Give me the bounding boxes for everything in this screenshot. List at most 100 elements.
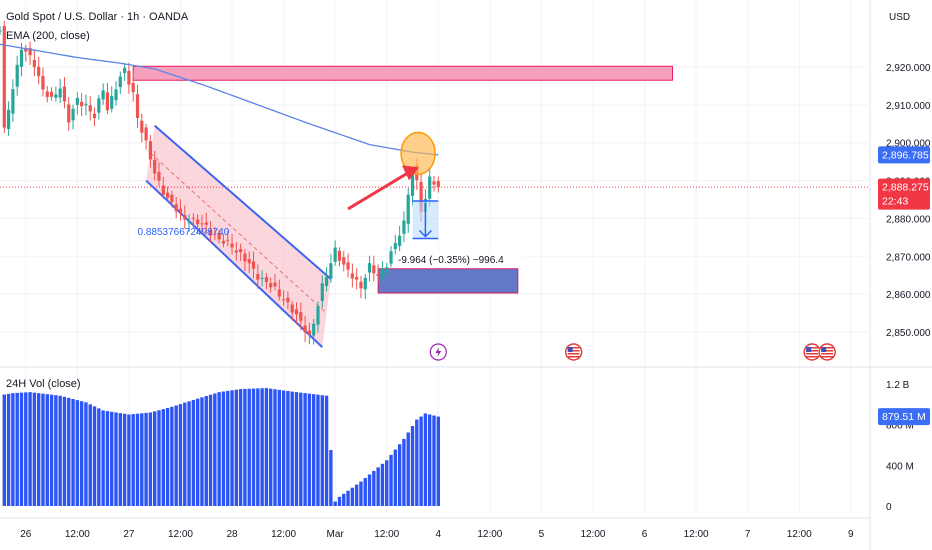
candle — [0, 26, 2, 35]
volume-bar — [152, 411, 157, 506]
us-flag-icon-stripe — [806, 347, 819, 349]
channel-fill — [146, 125, 331, 348]
us-flag-icon-stripe — [567, 353, 580, 355]
time-tick-label: 7 — [745, 529, 751, 540]
volume-bar — [2, 394, 6, 506]
candle-body — [110, 96, 114, 109]
candle-body — [28, 48, 32, 56]
channel-upper-line — [154, 124, 332, 280]
candle-body — [282, 299, 286, 301]
volume-bar — [67, 397, 71, 506]
volume-bar — [359, 481, 363, 506]
symbol-title[interactable]: Gold Spot / U.S. Dollar · 1h · OANDA — [6, 11, 189, 23]
volume-bar — [329, 450, 333, 506]
volume-bar — [303, 393, 307, 506]
volume-bar — [281, 390, 286, 506]
volume-bar — [243, 388, 247, 506]
price-tick-label: 2,880.000 — [886, 214, 931, 225]
candle — [367, 255, 372, 282]
candle-body — [15, 64, 19, 87]
candle-body — [144, 127, 148, 141]
candle — [406, 188, 410, 233]
candle-body — [187, 222, 191, 224]
volume-bar — [385, 460, 389, 506]
candle-body — [342, 257, 346, 265]
volume-bar — [127, 414, 131, 506]
candle-body — [350, 273, 354, 279]
candle — [127, 62, 131, 94]
candle-body — [436, 181, 440, 188]
candle-body — [359, 281, 363, 289]
volume-bar — [110, 411, 114, 506]
candle — [299, 302, 303, 331]
candle — [41, 67, 45, 97]
volume-bar — [290, 391, 294, 506]
candle — [282, 290, 286, 306]
volume-bar — [247, 388, 251, 506]
candle — [187, 214, 191, 233]
candle — [97, 94, 101, 120]
candle — [204, 212, 208, 233]
candle — [251, 251, 256, 279]
candle-body — [54, 94, 58, 98]
time-tick-label: Mar — [327, 529, 345, 540]
candle — [110, 86, 114, 113]
volume-bar — [11, 393, 15, 506]
candle — [277, 279, 281, 301]
candle-body — [127, 70, 131, 85]
volume-bar — [28, 392, 32, 506]
volume-bar — [251, 388, 256, 506]
volume-bar — [161, 409, 165, 506]
price-tick-label: 2,850.000 — [886, 328, 931, 339]
volume-bar — [217, 392, 221, 506]
candle — [372, 255, 376, 282]
candle-body — [367, 263, 372, 273]
candle — [183, 205, 187, 229]
ema-indicator-label[interactable]: EMA (200, close) — [6, 30, 90, 42]
candle — [32, 50, 36, 77]
resistance-zone — [132, 65, 673, 81]
volume-bar — [49, 394, 54, 506]
volume-bar — [221, 391, 226, 506]
volume-bar — [118, 413, 123, 506]
price-tick-label: 2,870.000 — [886, 252, 931, 263]
volume-indicator-label[interactable]: 24H Vol (close) — [6, 378, 81, 390]
candle-body — [299, 312, 303, 321]
time-tick-label: 5 — [539, 529, 545, 540]
volume-bar — [324, 395, 329, 506]
candle-body — [269, 283, 273, 288]
last-price-badge-bg — [878, 178, 930, 210]
volume-bar — [264, 388, 269, 506]
lightning-icon — [429, 343, 447, 361]
candle — [342, 251, 346, 272]
volume-bar — [97, 408, 101, 506]
volume-bar — [367, 474, 372, 506]
currency-selector[interactable]: USD — [889, 12, 911, 23]
candle — [256, 264, 260, 289]
volume-bar — [36, 393, 41, 506]
volume-tick-label: 400 M — [886, 461, 914, 472]
candle-body — [2, 26, 6, 128]
candle-body — [226, 239, 230, 241]
us-flag-icon — [803, 343, 821, 361]
ema-price-badge-text: 2,896.785 — [882, 149, 929, 161]
time-tick-label: 26 — [20, 529, 32, 540]
candle-body — [105, 92, 110, 111]
candle — [123, 62, 127, 82]
volume-bar — [19, 392, 24, 506]
volume-bar — [204, 396, 208, 506]
volume-bar — [15, 392, 19, 506]
candle-body — [333, 247, 337, 262]
lightning-icon-bolt — [435, 347, 442, 357]
volume-bar — [135, 413, 140, 506]
candle — [49, 87, 54, 101]
volume-bar — [419, 416, 423, 506]
candle-body — [157, 172, 161, 181]
candle-body — [294, 309, 299, 315]
volume-bar — [200, 397, 204, 506]
candle — [71, 104, 75, 130]
time-tick-label: 12:00 — [374, 529, 399, 540]
volume-bar — [195, 398, 200, 506]
volume-bar — [354, 484, 359, 506]
